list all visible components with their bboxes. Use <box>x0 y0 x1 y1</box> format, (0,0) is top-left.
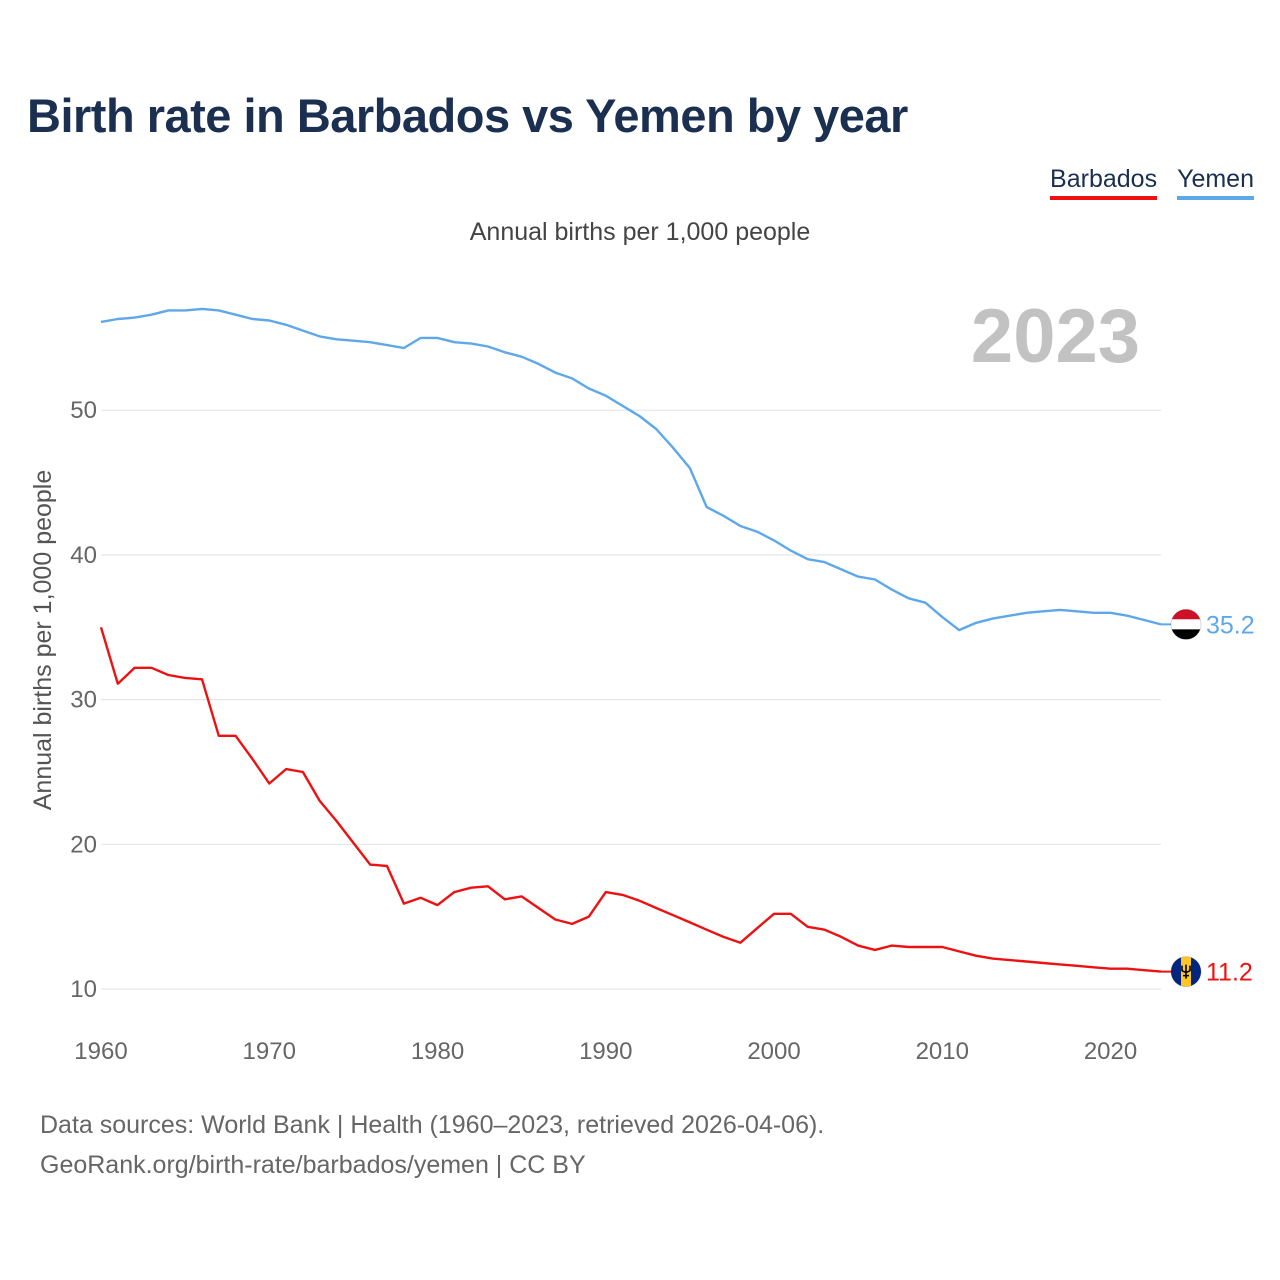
endpoint-value-yemen: 35.2 <box>1206 611 1255 639</box>
yemen-flag-icon <box>1170 608 1202 640</box>
y-tick-label: 40 <box>70 542 97 569</box>
footer: Data sources: World Bank | Health (1960–… <box>40 1105 824 1185</box>
x-axis-ticks: 1960 1970 1980 1990 2000 2010 2020 <box>74 1038 1137 1065</box>
x-tick-label: 1960 <box>74 1038 127 1065</box>
chart-title: Birth rate in Barbados vs Yemen by year <box>27 89 908 142</box>
legend-item-yemen[interactable]: Yemen <box>1177 165 1254 200</box>
x-tick-label: 1970 <box>243 1038 296 1065</box>
legend: Barbados Yemen <box>1050 165 1254 200</box>
y-tick-label: 20 <box>70 831 97 858</box>
chart-subtitle: Annual births per 1,000 people <box>470 218 811 246</box>
footer-url[interactable]: GeoRank.org/birth-rate/barbados/yemen | … <box>40 1151 586 1179</box>
x-tick-label: 2020 <box>1084 1038 1137 1065</box>
x-tick-label: 2010 <box>916 1038 969 1065</box>
grid-lines <box>101 409 1161 990</box>
y-axis-label: Annual births per 1,000 people <box>29 470 57 811</box>
y-axis-ticks: 10 20 30 40 50 <box>70 397 97 1003</box>
y-tick-label: 50 <box>70 397 97 424</box>
year-watermark: 2023 <box>971 294 1140 379</box>
y-tick-label: 10 <box>70 976 97 1003</box>
series-line-barbados <box>99 626 1162 973</box>
x-tick-label: 1980 <box>411 1038 464 1065</box>
series-endpoints: 11.2 35.2 <box>1161 608 1255 988</box>
legend-item-barbados[interactable]: Barbados <box>1050 165 1158 200</box>
x-tick-label: 1990 <box>579 1038 632 1065</box>
line-chart: Annual births per 1,000 people 2023 Annu… <box>29 218 1255 1065</box>
series-lines <box>99 307 1162 973</box>
endpoint-value-barbados: 11.2 <box>1206 959 1253 987</box>
footer-source: Data sources: World Bank | Health (1960–… <box>40 1111 825 1139</box>
y-tick-label: 30 <box>70 687 97 714</box>
barbados-flag-icon <box>1170 956 1202 988</box>
series-line-yemen <box>100 307 1162 632</box>
x-tick-label: 2000 <box>747 1038 800 1065</box>
